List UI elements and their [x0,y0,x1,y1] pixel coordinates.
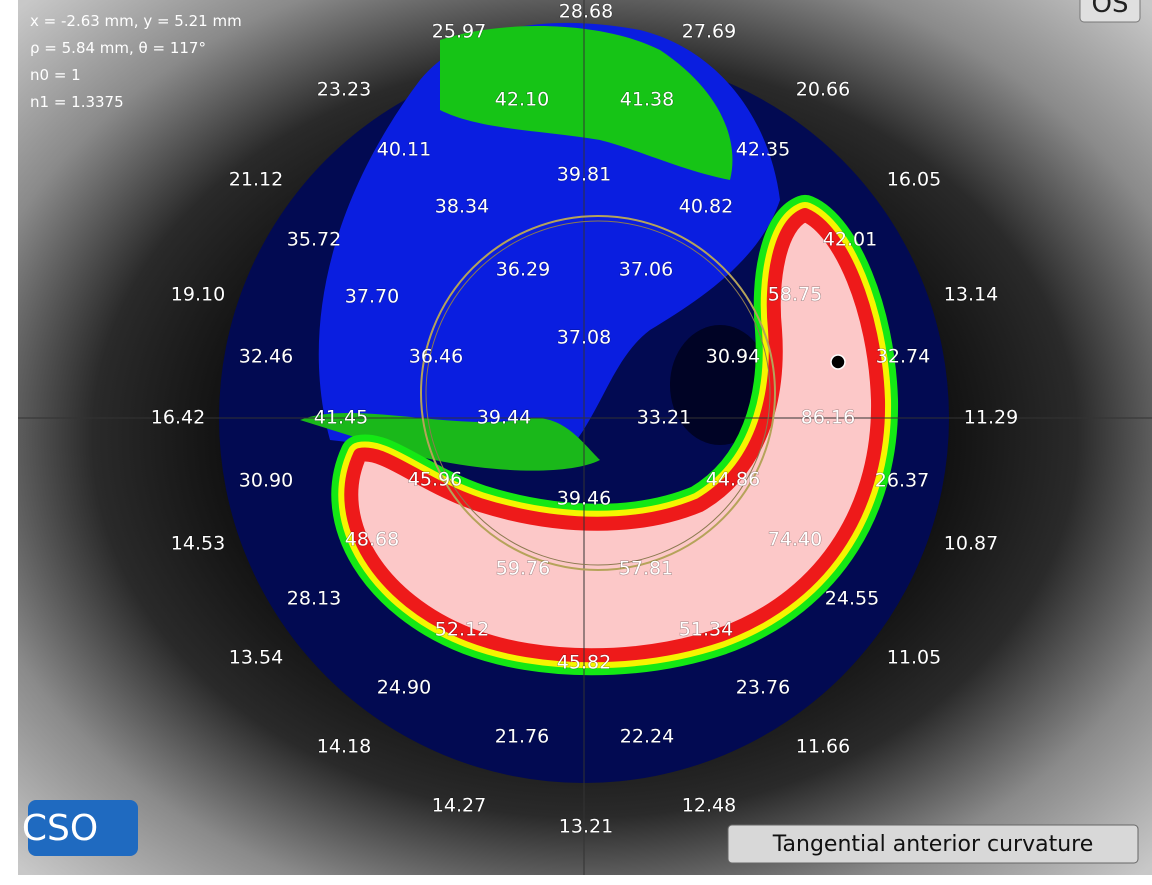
map-value: 86.16 [801,407,855,429]
map-value: 22.24 [620,726,674,748]
map-value: 10.87 [944,533,998,555]
map-value: 45.96 [408,469,462,491]
map-value: 32.74 [876,346,930,368]
map-value: 59.76 [496,558,550,580]
map-value: 12.48 [682,795,736,817]
map-value: 36.29 [496,259,550,281]
eye-badge [1079,0,1141,23]
map-value: 14.53 [171,533,225,555]
logo: CSO [22,808,98,849]
map-value: 74.40 [768,529,822,551]
map-value: 39.81 [557,164,611,186]
map-value: 16.05 [887,169,941,191]
map-value: 42.01 [823,229,877,251]
eye-side: OS [1092,0,1129,19]
logo-box [28,800,138,856]
map-value: 37.70 [345,286,399,308]
info-line: ρ = 5.84 mm, θ = 117° [30,39,206,57]
map-value: 21.76 [495,726,549,748]
info-line: n0 = 1 [30,66,81,84]
map-value: 24.90 [377,677,431,699]
map-value: 30.94 [706,346,760,368]
map-value: 23.23 [317,79,371,101]
map-value: 45.82 [557,652,611,674]
green-zone [440,26,733,180]
map-value: 33.21 [637,407,691,429]
map-value: 52.12 [435,619,489,641]
map-value: 19.10 [171,284,225,306]
map-value: 48.68 [345,529,399,551]
map-value: 32.46 [239,346,293,368]
map-value: 51.34 [679,619,733,641]
info-line: n1 = 1.3375 [30,93,124,111]
map-value: 11.29 [964,407,1018,429]
mode-label[interactable]: Tangential anterior curvature [772,832,1093,857]
dark-spot [670,325,770,445]
crescent [331,195,899,676]
map-value: 38.34 [435,196,489,218]
map-value: 35.72 [287,229,341,251]
map-value: 27.69 [682,21,736,43]
map-value: 58.75 [768,284,822,306]
map-value: 28.68 [559,1,613,23]
pupil-circle-inner [425,220,771,566]
pupil-circle [420,215,776,571]
map-value: 40.82 [679,196,733,218]
map-value: 26.37 [875,470,929,492]
info-panel: x = -2.63 mm, y = 5.21 mm ρ = 5.84 mm, θ … [30,12,242,111]
map-value: 39.46 [557,488,611,510]
map-value: 30.90 [239,470,293,492]
map-labels: 28.68 25.97 27.69 23.23 42.10 41.38 20.66 40.11… [150,0,1018,838]
map-value: 28.13 [287,588,341,610]
map-value: 44.86 [706,469,760,491]
info-line: x = -2.63 mm, y = 5.21 mm [30,12,242,30]
map-value: 14.18 [317,736,371,758]
map-value: 39.44 [477,407,531,429]
mode-box[interactable] [727,824,1139,864]
map-value: 13.54 [229,647,283,669]
map-value: 16.42 [151,407,205,429]
apex-marker [830,354,846,370]
map-value: 42.35 [736,139,790,161]
map-value: 24.55 [825,588,879,610]
map-value: 42.10 [495,89,549,111]
map-value: 37.06 [619,259,673,281]
map-value: 57.81 [619,558,673,580]
map-value: 23.76 [736,677,790,699]
green-band [300,412,600,471]
map-value: 41.45 [314,407,368,429]
map-value: 13.21 [559,816,613,838]
map-value: 41.38 [620,89,674,111]
map-value: 37.08 [557,327,611,349]
map-value: 20.66 [796,79,850,101]
map-value: 11.66 [796,736,850,758]
map-value: 21.12 [229,169,283,191]
map-value: 14.27 [432,795,486,817]
map-value: 11.05 [887,647,941,669]
map-value: 25.97 [432,21,486,43]
map-value: 36.46 [409,346,463,368]
map-value: 40.11 [377,139,431,161]
map-value: 13.14 [944,284,998,306]
